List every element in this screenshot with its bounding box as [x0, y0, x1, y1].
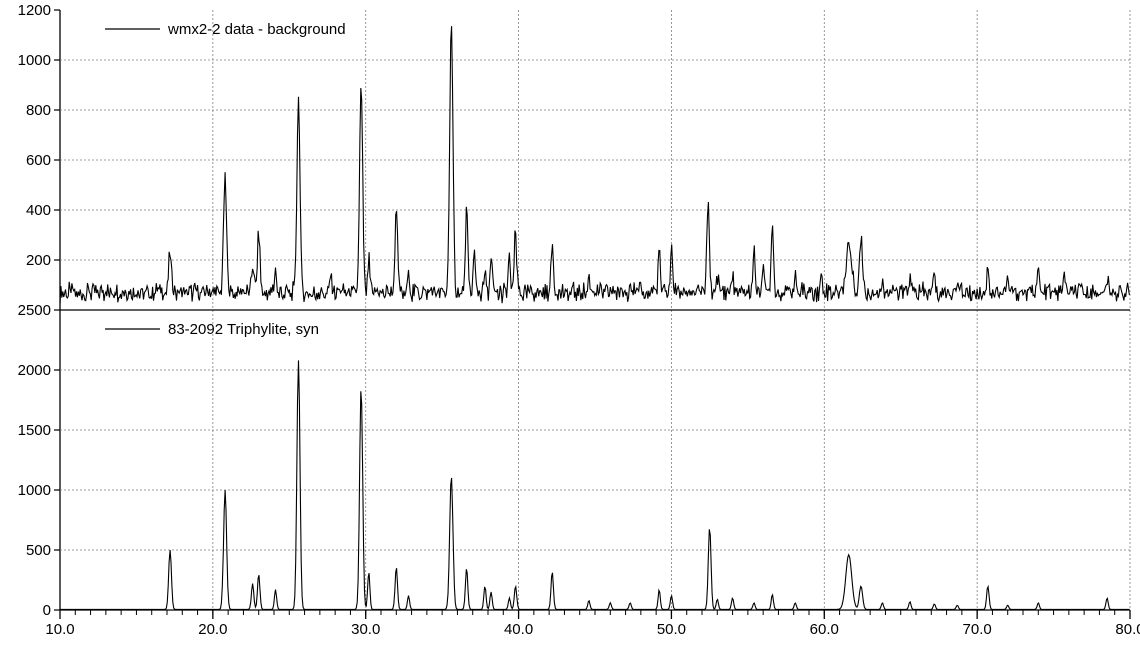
x-tick-label: 60.0	[810, 621, 839, 638]
x-tick-label: 40.0	[504, 621, 533, 638]
y-tick-label: 1500	[18, 422, 51, 439]
x-tick-label: 70.0	[963, 621, 992, 638]
x-tick-label: 10.0	[45, 621, 74, 638]
y-tick-label: 1200	[18, 2, 51, 19]
x-tick-label: 20.0	[198, 621, 227, 638]
y-tick-label: 2500	[18, 302, 51, 319]
y-tick-label: 400	[26, 202, 51, 219]
x-tick-labels: 10.0 20.0 30.0 40.0 50.0 60.0 70.0 80.0	[45, 610, 1140, 638]
y-tick-label: 1000	[18, 52, 51, 69]
y-tick-label: 600	[26, 152, 51, 169]
xrd-chart-container: 10.0 20.0 30.0 40.0 50.0 60.0 70.0 80.0 200 400 60…	[0, 0, 1140, 646]
y-tick-label: 200	[26, 252, 51, 269]
x-tick-label: 30.0	[351, 621, 380, 638]
panel-1: 0 500 1000 1500 2000 2500 83-2092 Triphylite, …	[18, 302, 1130, 619]
legend-label: wmx2-2 data - background	[167, 21, 346, 38]
y-tick-label: 0	[43, 602, 51, 619]
y-tick-label: 500	[26, 542, 51, 559]
x-tick-label: 80.0	[1115, 621, 1140, 638]
trace-0	[60, 26, 1129, 304]
y-tick-label: 1000	[18, 482, 51, 499]
x-minor-ticks	[60, 610, 1130, 615]
chart-svg: 10.0 20.0 30.0 40.0 50.0 60.0 70.0 80.0 200 400 60…	[0, 0, 1140, 646]
legend-label: 83-2092 Triphylite, syn	[168, 321, 319, 338]
x-tick-label: 50.0	[657, 621, 686, 638]
panel-0: 200 400 600 800 1000 1200 wmx2-2 data - backgr…	[18, 2, 1130, 304]
y-tick-label: 2000	[18, 362, 51, 379]
y-tick-label: 800	[26, 102, 51, 119]
trace-1	[60, 360, 1129, 609]
